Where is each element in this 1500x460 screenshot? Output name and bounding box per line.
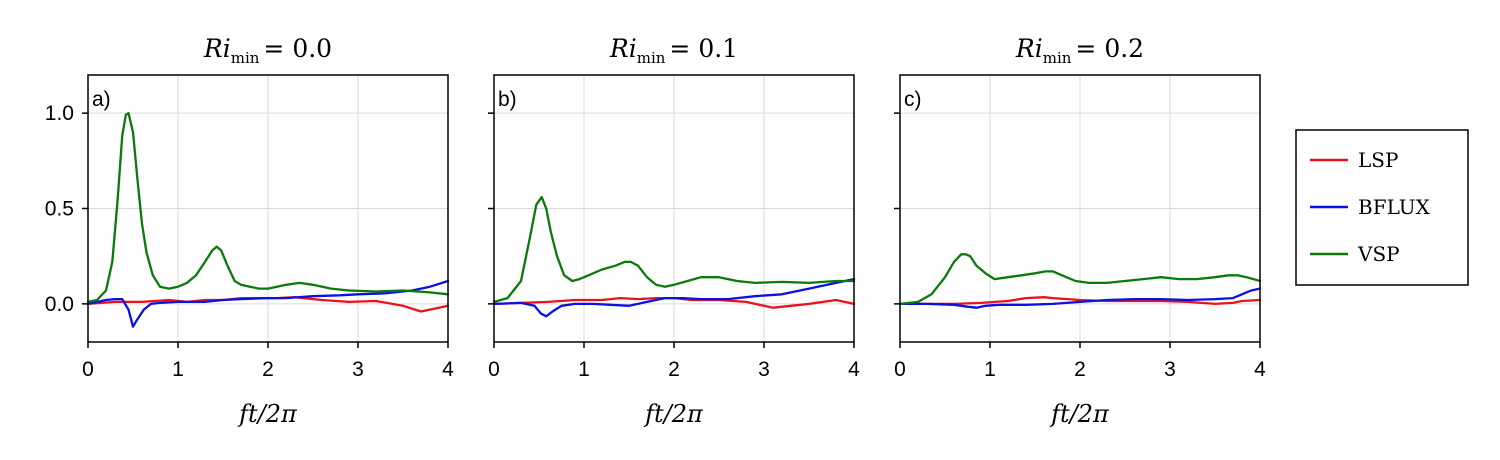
series-line-bflux [86, 279, 450, 328]
legend-label-lsp: LSP [1358, 148, 1398, 172]
x-axis-label: ft/2π [643, 400, 704, 428]
panel-0: 0 1 2 3 4 0.0 0.5 1.0 a) Rimin = 0.0 ft/2π [45, 34, 454, 428]
panel-label: b) [498, 88, 517, 111]
x-tick-label: 4 [848, 358, 860, 381]
x-tick-label: 1 [172, 358, 184, 381]
y-tick-label: 1.0 [45, 102, 74, 125]
panel-title: Rimin = 0.2 [1015, 34, 1144, 67]
x-tick-label: 0 [488, 358, 500, 381]
y-tick-label: 0.0 [45, 293, 74, 316]
x-tick-label: 2 [262, 358, 274, 381]
panel-label: c) [904, 88, 922, 111]
x-tick-label: 2 [1074, 358, 1086, 381]
panel-title: Rimin = 0.1 [609, 34, 738, 67]
x-tick-label: 3 [758, 358, 770, 381]
panel-1: 0 1 2 3 4 b) Rimin = 0.1 ft/2π [488, 34, 860, 428]
x-axis-label: ft/2π [1049, 400, 1110, 428]
legend-label-bflux: BFLUX [1358, 195, 1431, 219]
series-line-bflux [492, 277, 856, 318]
x-tick-label: 3 [1164, 358, 1176, 381]
series-line-bflux [898, 287, 1262, 309]
y-tick-label: 0.5 [45, 198, 74, 221]
x-tick-label: 0 [894, 358, 906, 381]
x-tick-label: 2 [668, 358, 680, 381]
x-tick-label: 1 [984, 358, 996, 381]
x-tick-label: 0 [82, 358, 94, 381]
x-tick-label: 1 [578, 358, 590, 381]
panel-title: Rimin = 0.0 [203, 34, 332, 67]
series-line-lsp [898, 296, 1262, 306]
x-tick-label: 3 [352, 358, 364, 381]
panel-2: 0 1 2 3 4 c) Rimin = 0.2 ft/2π [894, 34, 1266, 428]
x-tick-label: 4 [1254, 358, 1266, 381]
series-line-vsp [898, 253, 1262, 306]
legend: LSP BFLUX VSP [1295, 129, 1469, 286]
panel-label: a) [92, 88, 111, 111]
legend-label-vsp: VSP [1357, 242, 1400, 266]
series-line-vsp [86, 111, 450, 304]
x-axis-label: ft/2π [237, 400, 298, 428]
panels-group: 0 1 2 3 4 0.0 0.5 1.0 a) Rimin = 0.0 ft/2π 0 1 2 3 4 b) Ri… [45, 34, 1266, 428]
series-line-vsp [492, 195, 856, 304]
x-tick-label: 4 [442, 358, 454, 381]
